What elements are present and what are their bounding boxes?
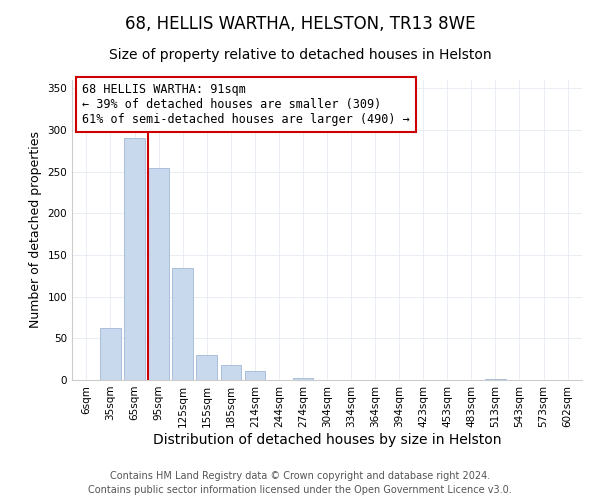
Bar — [100, 328, 121, 380]
Bar — [245, 371, 265, 380]
Bar — [124, 138, 145, 380]
Text: 68 HELLIS WARTHA: 91sqm
← 39% of detached houses are smaller (309)
61% of semi-d: 68 HELLIS WARTHA: 91sqm ← 39% of detache… — [82, 83, 410, 126]
X-axis label: Distribution of detached houses by size in Helston: Distribution of detached houses by size … — [153, 432, 501, 446]
Text: 68, HELLIS WARTHA, HELSTON, TR13 8WE: 68, HELLIS WARTHA, HELSTON, TR13 8WE — [125, 15, 475, 33]
Bar — [172, 268, 193, 380]
Bar — [196, 355, 217, 380]
Bar — [221, 365, 241, 380]
Text: Contains HM Land Registry data © Crown copyright and database right 2024.
Contai: Contains HM Land Registry data © Crown c… — [88, 471, 512, 495]
Bar — [293, 378, 313, 380]
Bar — [148, 168, 169, 380]
Text: Size of property relative to detached houses in Helston: Size of property relative to detached ho… — [109, 48, 491, 62]
Bar — [485, 379, 506, 380]
Y-axis label: Number of detached properties: Number of detached properties — [29, 132, 42, 328]
